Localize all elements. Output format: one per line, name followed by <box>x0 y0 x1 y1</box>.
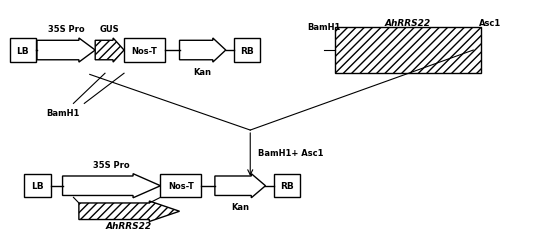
Polygon shape <box>180 39 226 63</box>
Text: RB: RB <box>280 181 294 190</box>
Bar <box>274 174 300 198</box>
Bar <box>24 174 51 198</box>
Text: 35S Pro: 35S Pro <box>93 160 130 169</box>
Text: RB: RB <box>240 46 254 55</box>
Bar <box>335 28 481 74</box>
Text: GUS: GUS <box>100 25 120 34</box>
Text: BamH1+ Asc1: BamH1+ Asc1 <box>258 148 324 157</box>
Bar <box>160 174 201 198</box>
Text: Nos-T: Nos-T <box>168 181 194 190</box>
Polygon shape <box>37 39 95 63</box>
Text: AhRRS22: AhRRS22 <box>385 19 431 27</box>
Text: Nos-T: Nos-T <box>132 46 157 55</box>
Text: BamH1: BamH1 <box>46 109 79 118</box>
Text: Kan: Kan <box>194 67 212 76</box>
Text: 35S Pro: 35S Pro <box>48 25 84 34</box>
Bar <box>124 39 165 62</box>
Polygon shape <box>79 201 180 222</box>
Polygon shape <box>215 174 265 198</box>
Text: BamH1: BamH1 <box>307 23 341 32</box>
Polygon shape <box>95 39 124 63</box>
Polygon shape <box>63 174 160 198</box>
Text: AhRRS22: AhRRS22 <box>106 221 152 230</box>
Bar <box>10 39 36 62</box>
Text: LB: LB <box>16 46 29 55</box>
Text: Asc1: Asc1 <box>479 19 500 27</box>
Text: LB: LB <box>31 181 44 190</box>
Text: Kan: Kan <box>231 203 249 212</box>
Bar <box>234 39 260 62</box>
